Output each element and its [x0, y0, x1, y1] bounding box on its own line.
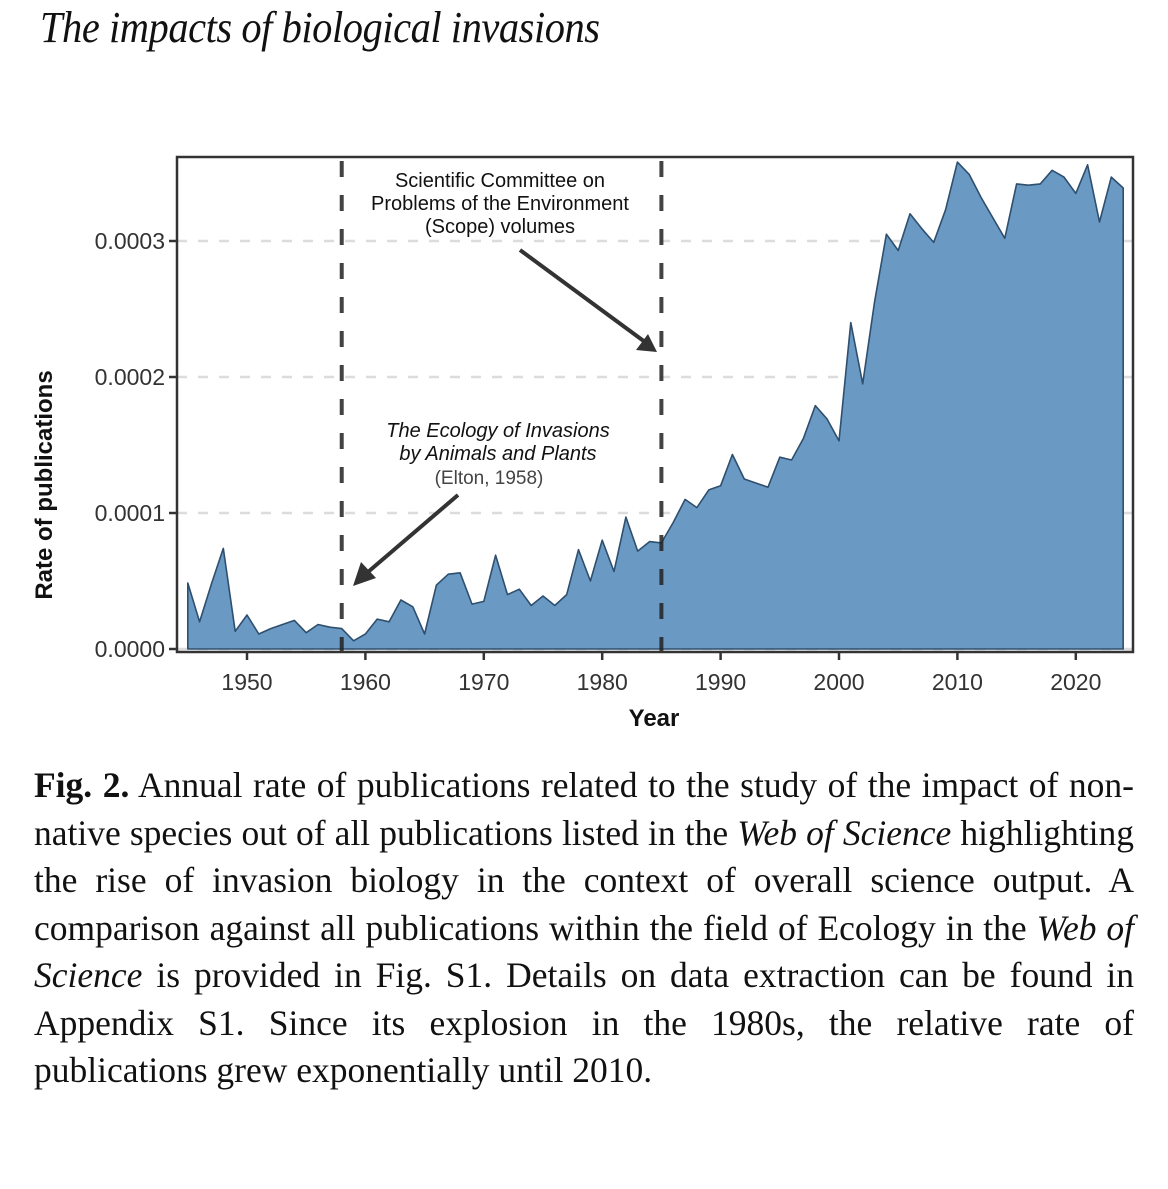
- area-series: [187, 161, 1124, 650]
- elton-arrow-shaft: [366, 493, 460, 574]
- x-axis-title: Year: [629, 705, 680, 732]
- elton-annotation-line-2: by Animals and Plants: [399, 443, 596, 465]
- caption-text-1: Annual rate of publications related to t…: [34, 765, 1134, 853]
- x-tick-label: 2000: [813, 669, 864, 695]
- x-tick-label: 1990: [695, 669, 746, 695]
- elton-annotation-line-3: (Elton, 1958): [435, 468, 544, 489]
- plot-frame: [175, 155, 1135, 654]
- elton-annotation: The Ecology of Invasions by Animals and …: [353, 420, 610, 586]
- elton-arrow-head: [353, 562, 376, 586]
- caption-text-3: is provided in Fig. S1. Details on data …: [34, 955, 1134, 1090]
- caption-text-2: highlighting the rise of invasion biolog…: [34, 812, 1134, 948]
- elton-annotation-line-1: The Ecology of Invasions: [386, 420, 609, 442]
- y-tick-label: 0.0002: [95, 364, 165, 390]
- x-tick-label: 1970: [458, 669, 509, 695]
- scope-arrow-head: [636, 334, 657, 352]
- scope-annotation-line-1: Scientific Committee on: [395, 170, 605, 192]
- x-tick-label: 1950: [221, 669, 272, 695]
- x-tick-label: 1980: [577, 669, 628, 695]
- y-axis-title: Rate of publications: [31, 370, 58, 599]
- x-axis: 1950 1960 1970 1980 1990 2000 2010 2020: [221, 652, 1101, 695]
- y-tick-label: 0.0003: [95, 228, 165, 254]
- caption-label: Fig. 2.: [34, 765, 130, 805]
- figure-caption: Fig. 2. Annual rate of publications rela…: [34, 762, 1134, 1095]
- x-tick-label: 2020: [1050, 669, 1101, 695]
- scope-arrow-shaft: [518, 248, 647, 344]
- x-tick-label: 1960: [340, 669, 391, 695]
- y-tick-label: 0.0001: [95, 500, 165, 526]
- y-axis: 0.0000 0.0001 0.0002 0.0003: [95, 228, 177, 662]
- scope-annotation-line-2: Problems of the Environment: [371, 193, 629, 215]
- caption-italic-1: Web of Science: [737, 812, 952, 853]
- area-chart: 0.0000 0.0001 0.0002 0.0003 1950 1960 1970 198…: [31, 155, 1135, 732]
- scope-annotation-line-3: (Scope) volumes: [425, 216, 575, 238]
- x-tick-label: 2010: [932, 669, 983, 695]
- scope-annotation: Scientific Committee on Problems of the …: [371, 170, 657, 352]
- running-head: The impacts of biological invasions: [40, 3, 600, 52]
- y-tick-label: 0.0000: [95, 636, 165, 662]
- annotation-vlines: [339, 161, 664, 652]
- caption-italic-2: Web of Science: [34, 907, 1135, 996]
